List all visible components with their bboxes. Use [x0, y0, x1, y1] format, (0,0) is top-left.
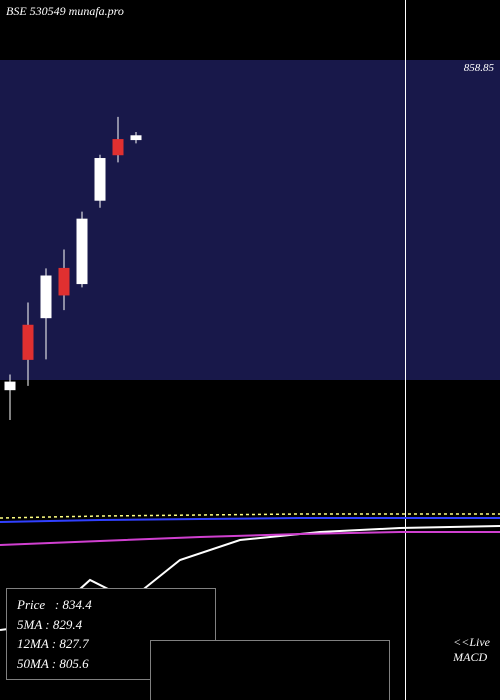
info-row: 5MA : 829.4	[17, 615, 205, 635]
macd-label: <<Live MACD	[453, 635, 490, 665]
price-axis-label: 858.85	[464, 62, 494, 74]
candlestick-chart	[0, 60, 500, 420]
chart-header: BSE 530549 munafa.pro	[6, 4, 124, 19]
header-text: BSE 530549 munafa.pro	[6, 4, 124, 18]
info-row: Price : 834.4	[17, 595, 205, 615]
macd-box	[150, 640, 390, 700]
indicator-line-ma5	[0, 518, 500, 522]
